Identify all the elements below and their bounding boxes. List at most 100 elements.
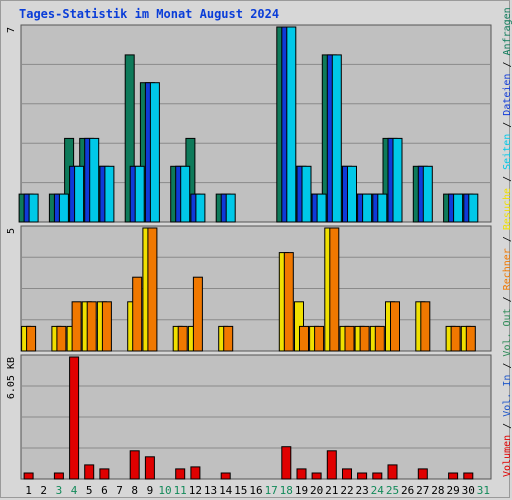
x-tick-label: 30 — [462, 484, 475, 497]
x-tick-label: 4 — [71, 484, 78, 497]
legend-separator: / — [502, 55, 512, 74]
bar-rechner-day-1 — [26, 325, 37, 352]
bar-seiten-day-3 — [58, 193, 69, 223]
legend-besuche: Besuche — [502, 187, 512, 231]
bar-rechner-day-4 — [71, 301, 82, 352]
bar-volumen-day-20 — [311, 472, 322, 480]
x-tick-label: 7 — [116, 484, 123, 497]
x-tick-label: 23 — [355, 484, 368, 497]
bar-seiten-day-8 — [134, 165, 145, 223]
x-tick-label: 24 — [371, 484, 385, 497]
bar-seiten-day-20 — [316, 193, 327, 223]
bar-volumen-day-30 — [463, 472, 474, 480]
bar-volumen-day-21 — [326, 450, 337, 480]
bar-volumen-day-24 — [372, 472, 383, 480]
bar-seiten-day-22 — [347, 165, 357, 223]
legend-separator: / — [502, 356, 512, 375]
bar-volumen-day-1 — [23, 472, 34, 480]
x-tick-label: 2 — [40, 484, 47, 497]
bar-volumen-day-23 — [357, 472, 368, 480]
bar-rechner-day-25 — [390, 301, 400, 352]
bar-seiten-day-23 — [362, 193, 373, 223]
bar-volumen-day-18 — [281, 446, 292, 480]
bar-volumen-day-22 — [342, 468, 352, 480]
bar-rechner-day-22 — [344, 325, 355, 352]
bar-volumen-day-19 — [296, 468, 307, 480]
y-max-label-visits: 5 — [6, 228, 17, 234]
bar-volumen-day-6 — [99, 468, 110, 480]
bar-seiten-day-30 — [468, 193, 479, 223]
bar-volumen-day-12 — [190, 466, 201, 480]
legend-volumen: Volumen — [502, 434, 512, 477]
bar-rechner-day-11 — [177, 325, 188, 352]
bar-seiten-day-4 — [74, 165, 85, 223]
bar-rechner-day-21 — [329, 227, 340, 352]
bar-rechner-day-14 — [223, 325, 234, 352]
legend-seiten: Seiten — [502, 133, 512, 170]
x-tick-label: 31 — [477, 484, 490, 497]
bar-rechner-day-27 — [420, 301, 431, 352]
bar-seiten-day-19 — [301, 165, 312, 223]
bar-volumen-day-8 — [129, 450, 140, 480]
x-tick-label: 11 — [174, 484, 187, 497]
bar-seiten-day-14 — [225, 193, 236, 223]
bar-rechner-day-19 — [299, 325, 309, 352]
legend-rechner: Rechner — [502, 248, 512, 291]
x-tick-label: 14 — [219, 484, 233, 497]
x-tick-label: 25 — [386, 484, 399, 497]
x-tick-label: 1 — [25, 484, 32, 497]
bar-seiten-day-24 — [377, 193, 388, 223]
bar-rechner-day-18 — [283, 252, 294, 352]
bar-seiten-day-11 — [180, 165, 191, 223]
bar-volumen-day-29 — [448, 472, 459, 480]
x-tick-label: 10 — [158, 484, 171, 497]
bar-seiten-day-1 — [28, 193, 39, 223]
x-tick-label: 26 — [401, 484, 414, 497]
bar-rechner-day-12 — [192, 276, 203, 352]
x-tick-label: 17 — [265, 484, 278, 497]
y-max-label-volume: 6.05 KB — [6, 357, 17, 399]
x-tick-label: 22 — [340, 484, 353, 497]
y-max-label-requests: 7 — [6, 27, 17, 33]
chart-title: Tages-Statistik im Monat August 2024 — [19, 7, 280, 21]
x-tick-label: 15 — [234, 484, 247, 497]
bar-seiten-day-27 — [422, 165, 433, 223]
bar-rechner-day-30 — [465, 325, 476, 352]
x-tick-label: 12 — [189, 484, 202, 497]
x-tick-label: 19 — [295, 484, 308, 497]
x-tick-label: 27 — [416, 484, 429, 497]
x-tick-label: 13 — [204, 484, 217, 497]
bar-volumen-day-4 — [69, 356, 80, 480]
bar-rechner-day-23 — [359, 325, 370, 352]
legend-separator: / — [502, 230, 512, 249]
bar-seiten-day-5 — [89, 137, 100, 223]
bar-seiten-day-29 — [453, 193, 464, 223]
bar-volumen-day-5 — [84, 464, 95, 480]
x-tick-label: 28 — [431, 484, 444, 497]
series-legend-text: Volumen / Vol. In / Vol. Out / Rechner /… — [502, 7, 512, 477]
legend-anfragen: Anfragen — [502, 7, 512, 56]
bar-volumen-day-11 — [175, 468, 186, 480]
bar-seiten-day-18 — [286, 26, 297, 223]
bar-seiten-day-25 — [392, 137, 403, 223]
x-tick-label: 8 — [131, 484, 138, 497]
legend-separator: / — [502, 416, 512, 435]
bar-seiten-day-21 — [331, 54, 342, 223]
bar-volumen-day-14 — [220, 472, 231, 480]
legend-separator: / — [502, 290, 512, 309]
x-tick-label: 29 — [446, 484, 459, 497]
bar-seiten-day-9 — [149, 82, 160, 223]
series-legend: Volumen / Vol. In / Vol. Out / Rechner /… — [493, 7, 512, 477]
bar-rechner-day-5 — [86, 301, 97, 352]
bar-volumen-day-3 — [53, 472, 64, 480]
x-tick-label: 18 — [280, 484, 293, 497]
legend-vol-out: Vol. Out — [502, 308, 512, 357]
legend-separator: / — [502, 169, 512, 188]
bar-rechner-day-6 — [101, 301, 112, 352]
x-tick-label: 9 — [147, 484, 154, 497]
bar-rechner-day-20 — [314, 325, 325, 352]
x-tick-label: 20 — [310, 484, 323, 497]
bar-rechner-day-8 — [132, 276, 143, 352]
bar-volumen-day-27 — [417, 468, 428, 480]
